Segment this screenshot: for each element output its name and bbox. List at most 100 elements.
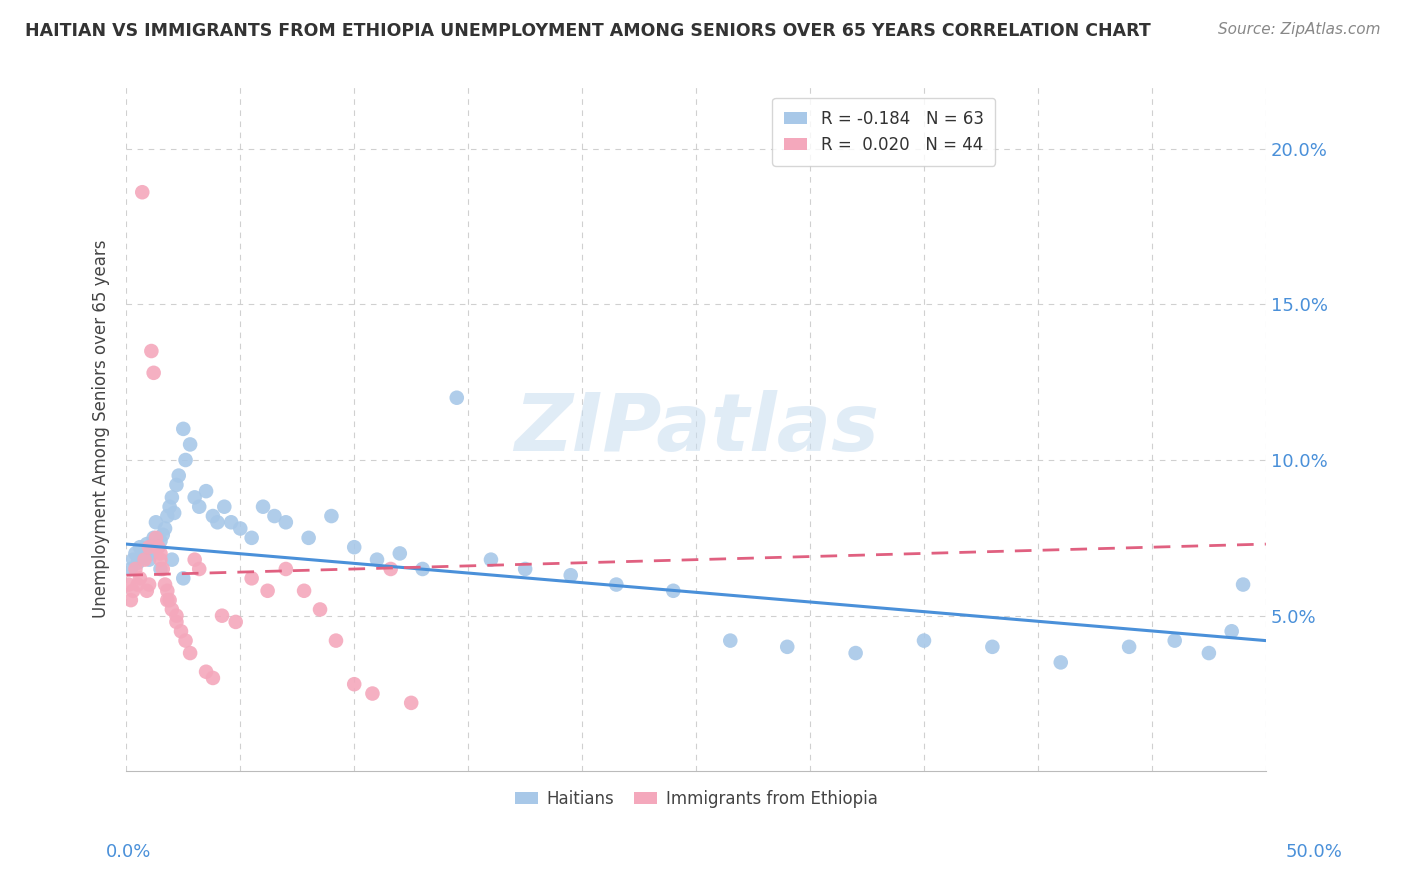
Point xyxy=(225,615,247,629)
Point xyxy=(152,562,174,576)
Point xyxy=(718,633,741,648)
Point xyxy=(195,665,218,679)
Point xyxy=(149,562,172,576)
Text: 50.0%: 50.0% xyxy=(1286,843,1343,861)
Point xyxy=(1049,656,1071,670)
Point xyxy=(229,521,252,535)
Point xyxy=(560,568,582,582)
Point xyxy=(131,549,153,564)
Point xyxy=(1232,577,1254,591)
Point xyxy=(912,633,935,648)
Point xyxy=(145,516,167,530)
Point xyxy=(138,540,160,554)
Legend: Haitians, Immigrants from Ethiopia: Haitians, Immigrants from Ethiopia xyxy=(508,783,884,814)
Point xyxy=(309,602,332,616)
Point xyxy=(141,344,163,359)
Point xyxy=(138,552,160,566)
Point xyxy=(153,521,176,535)
Point xyxy=(131,186,153,200)
Point xyxy=(325,633,347,648)
Point xyxy=(134,552,156,566)
Text: 0.0%: 0.0% xyxy=(105,843,150,861)
Point xyxy=(183,552,205,566)
Point xyxy=(165,478,187,492)
Point xyxy=(138,577,160,591)
Point xyxy=(129,571,152,585)
Point xyxy=(292,583,315,598)
Point xyxy=(159,500,181,514)
Point xyxy=(343,540,366,554)
Point xyxy=(845,646,868,660)
Y-axis label: Unemployment Among Seniors over 65 years: Unemployment Among Seniors over 65 years xyxy=(93,240,110,618)
Point xyxy=(321,509,343,524)
Point xyxy=(135,583,157,598)
Point xyxy=(141,546,163,560)
Point xyxy=(201,671,224,685)
Point xyxy=(160,552,183,566)
Point xyxy=(366,552,388,566)
Point xyxy=(172,422,194,436)
Point xyxy=(156,509,179,524)
Point xyxy=(135,537,157,551)
Point xyxy=(1198,646,1220,660)
Point xyxy=(124,546,146,560)
Point xyxy=(120,593,142,607)
Point xyxy=(343,677,366,691)
Point xyxy=(163,506,186,520)
Point xyxy=(361,687,384,701)
Point xyxy=(479,552,502,566)
Point xyxy=(263,509,285,524)
Point xyxy=(156,593,179,607)
Point xyxy=(207,516,229,530)
Point xyxy=(149,552,172,566)
Point xyxy=(165,615,187,629)
Point xyxy=(776,640,799,654)
Point xyxy=(211,608,233,623)
Point xyxy=(149,533,172,548)
Point xyxy=(120,562,142,576)
Point xyxy=(515,562,537,576)
Point xyxy=(1220,624,1243,639)
Point xyxy=(240,531,263,545)
Point xyxy=(172,571,194,585)
Point xyxy=(183,491,205,505)
Point xyxy=(179,437,201,451)
Point xyxy=(412,562,434,576)
Point xyxy=(446,391,468,405)
Point xyxy=(170,624,193,639)
Point xyxy=(165,608,187,623)
Point xyxy=(167,468,190,483)
Point xyxy=(605,577,627,591)
Text: ZIPatlas: ZIPatlas xyxy=(513,390,879,468)
Point xyxy=(195,484,218,499)
Point xyxy=(388,546,411,560)
Point xyxy=(179,646,201,660)
Point xyxy=(160,602,183,616)
Point xyxy=(127,577,149,591)
Point xyxy=(399,696,422,710)
Point xyxy=(219,516,242,530)
Point xyxy=(1118,640,1140,654)
Point xyxy=(160,491,183,505)
Point xyxy=(274,562,297,576)
Point xyxy=(134,543,156,558)
Point xyxy=(174,633,197,648)
Point xyxy=(129,540,152,554)
Point xyxy=(981,640,1004,654)
Point xyxy=(127,556,149,570)
Point xyxy=(380,562,402,576)
Point xyxy=(1163,633,1185,648)
Point xyxy=(145,531,167,545)
Point xyxy=(122,583,145,598)
Point xyxy=(174,453,197,467)
Point xyxy=(188,562,211,576)
Point xyxy=(662,583,685,598)
Point xyxy=(159,593,181,607)
Point xyxy=(201,509,224,524)
Point xyxy=(148,540,170,554)
Point xyxy=(240,571,263,585)
Point xyxy=(142,366,165,380)
Point xyxy=(148,540,170,554)
Point xyxy=(142,531,165,545)
Point xyxy=(256,583,278,598)
